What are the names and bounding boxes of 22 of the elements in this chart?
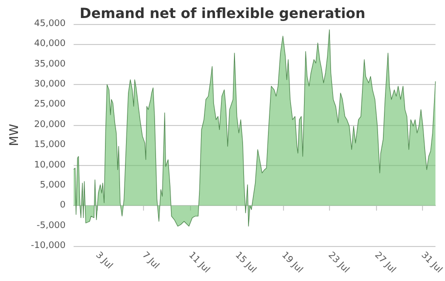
y-tick-label: 15,000 bbox=[34, 140, 66, 150]
x-tick-label: 7 Jul bbox=[140, 250, 161, 272]
y-tick-label: 10,000 bbox=[34, 160, 66, 170]
x-tick-label: 19 Jul bbox=[279, 250, 304, 276]
x-tick-label: 23 Jul bbox=[326, 250, 351, 276]
x-tick-label: 31 Jul bbox=[418, 250, 444, 276]
x-tick-label: 27 Jul bbox=[372, 250, 398, 276]
y-tick-label: 45,000 bbox=[34, 19, 66, 29]
x-tick-label: 11 Jul bbox=[186, 250, 212, 276]
y-tick-label: 35,000 bbox=[34, 59, 66, 70]
y-tick-label: 30,000 bbox=[34, 80, 66, 90]
y-tick-label: 25,000 bbox=[34, 100, 66, 110]
y-axis-title: MW bbox=[7, 124, 21, 146]
chart-title: Demand net of inflexible generation bbox=[80, 6, 366, 22]
y-tick-label: 5,000 bbox=[40, 180, 66, 190]
y-tick-label: -10,000 bbox=[30, 241, 66, 251]
y-tick-label: -5,000 bbox=[36, 220, 66, 231]
y-tick-label: 20,000 bbox=[34, 120, 66, 130]
x-tick-label: 15 Jul bbox=[232, 250, 258, 276]
y-tick-label: 0 bbox=[60, 200, 66, 211]
y-tick-label: 40,000 bbox=[34, 39, 66, 50]
x-tick-label: 3 Jul bbox=[93, 250, 114, 272]
